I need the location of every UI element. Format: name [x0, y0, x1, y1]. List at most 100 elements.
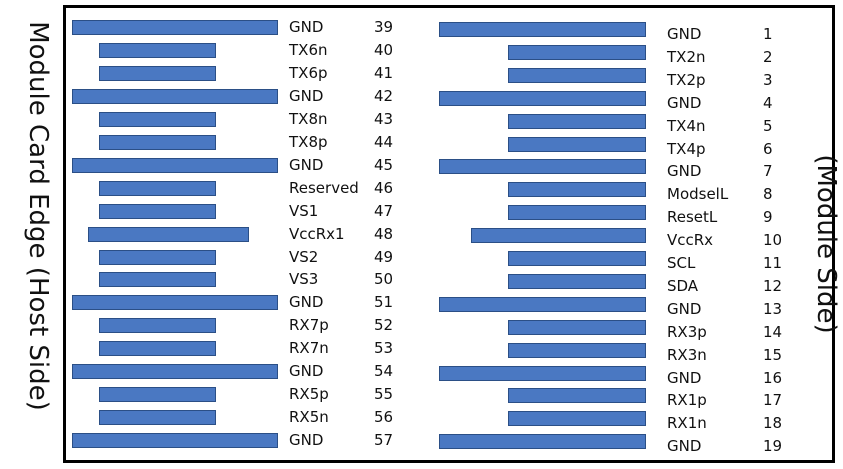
- right-pin-signal: GND: [667, 162, 702, 181]
- right-pin-number: 14: [763, 322, 783, 341]
- left-pin-signal: GND: [289, 86, 324, 105]
- host-side-label: Module Card Edge (Host Side): [23, 21, 53, 411]
- right-pin-signal: GND: [667, 437, 702, 456]
- left-pin-signal: RX5p: [289, 385, 329, 404]
- right-pin-number: 13: [763, 299, 783, 318]
- right-pin-pad: [471, 228, 646, 244]
- left-pin-signal: VS3: [289, 270, 319, 289]
- right-pin-number: 4: [763, 93, 773, 112]
- right-pin-signal: RX3p: [667, 322, 707, 341]
- right-pin-pad: [508, 342, 646, 358]
- left-pin-signal: GND: [289, 155, 324, 174]
- right-pin-signal: SDA: [667, 276, 699, 295]
- left-pin-signal: TX8n: [289, 109, 328, 128]
- left-pin-signal: TX6n: [289, 40, 328, 59]
- right-pin-pad: [439, 434, 646, 450]
- right-pin-signal: TX2n: [667, 47, 706, 66]
- right-pin-number: 9: [763, 208, 773, 227]
- left-pin-number: 56: [374, 408, 394, 427]
- right-pin-signal: GND: [667, 93, 702, 112]
- left-pin-number: 39: [374, 18, 394, 36]
- right-pin-number: 18: [763, 414, 783, 433]
- left-pin-signal: VS1: [289, 201, 319, 220]
- right-pin-number: 3: [763, 70, 773, 89]
- right-pin-signal: GND: [667, 368, 702, 387]
- right-pin-number: 17: [763, 391, 783, 410]
- left-pin-signal: TX8p: [289, 132, 328, 151]
- left-pin-signal: Reserved: [289, 178, 359, 197]
- right-pin-pad: [439, 296, 646, 312]
- left-pin-number: 54: [374, 362, 394, 381]
- left-pin-signal: TX6p: [289, 63, 328, 82]
- right-pin-number: 10: [763, 231, 783, 250]
- left-pin-signal: VS2: [289, 247, 319, 266]
- right-pin-pad: [508, 44, 646, 60]
- left-pin-pad: [88, 226, 249, 242]
- left-pin-pad: [72, 20, 278, 35]
- right-pin-signal: TX4p: [667, 139, 706, 158]
- right-pin-number: 1: [763, 25, 773, 43]
- right-pin-signal: SCL: [667, 254, 696, 272]
- left-pin-pad: [99, 410, 216, 426]
- right-pin-signal: GND: [667, 25, 702, 43]
- right-pin-pad: [508, 182, 646, 198]
- right-pin-pad: [508, 251, 646, 266]
- left-pin-number: 42: [374, 86, 394, 105]
- right-pin-signal: TX4n: [667, 116, 706, 135]
- left-pin-number: 53: [374, 339, 394, 358]
- right-pin-signal: RX1n: [667, 414, 707, 433]
- right-pin-pad: [508, 388, 646, 404]
- right-pin-signal: ModselL: [667, 185, 729, 204]
- right-pin-pad: [508, 113, 646, 129]
- left-pin-pad: [99, 180, 216, 196]
- left-pin-pad: [99, 42, 216, 58]
- right-pin-number: 12: [763, 276, 783, 295]
- left-pin-pad: [99, 203, 216, 219]
- right-pin-number: 6: [763, 139, 773, 158]
- left-pin-pad: [72, 88, 278, 104]
- right-pin-pad: [508, 67, 646, 83]
- left-pin-number: 40: [374, 40, 394, 59]
- left-pin-pad: [99, 249, 216, 265]
- right-pin-number: 16: [763, 368, 783, 387]
- left-pin-signal: VccRx1: [289, 224, 345, 243]
- left-pin-signal: GND: [289, 431, 324, 450]
- left-pin-pad: [99, 318, 216, 334]
- right-pin-number: 11: [763, 254, 783, 272]
- right-pin-number: 7: [763, 162, 773, 181]
- left-pin-number: 49: [374, 247, 394, 266]
- right-pin-pad: [439, 365, 646, 381]
- left-pin-pad: [72, 295, 278, 311]
- left-pin-signal: GND: [289, 293, 324, 312]
- left-pin-number: 41: [374, 63, 394, 82]
- left-pin-number: 48: [374, 224, 394, 243]
- right-pin-number: 2: [763, 47, 773, 66]
- left-pin-pad: [99, 111, 216, 127]
- left-pin-number: 57: [374, 431, 394, 450]
- right-pin-signal: TX2p: [667, 70, 706, 89]
- left-pin-pad: [72, 157, 278, 173]
- left-pin-number: 45: [374, 155, 394, 174]
- left-pin-number: 50: [374, 270, 394, 289]
- left-pin-pad: [99, 134, 216, 150]
- left-pin-number: 44: [374, 132, 394, 151]
- right-pin-signal: RX3n: [667, 345, 707, 364]
- module-side-label: (Module Side): [811, 154, 841, 334]
- right-pin-pad: [508, 319, 646, 335]
- left-pin-number: 46: [374, 178, 394, 197]
- left-pin-signal: RX7n: [289, 339, 329, 358]
- left-pin-pad: [99, 341, 216, 357]
- right-pin-pad: [508, 273, 646, 289]
- left-pin-pad: [99, 65, 216, 81]
- left-pin-number: 55: [374, 385, 394, 404]
- right-pin-pad: [439, 90, 646, 106]
- right-pin-number: 8: [763, 185, 773, 204]
- left-pin-number: 52: [374, 316, 394, 335]
- right-pin-pad: [508, 136, 646, 152]
- left-pin-signal: RX7p: [289, 316, 329, 335]
- left-pin-number: 51: [374, 293, 394, 312]
- right-pin-signal: ResetL: [667, 208, 718, 227]
- right-pin-signal: RX1p: [667, 391, 707, 410]
- left-pin-signal: GND: [289, 362, 324, 381]
- right-pin-pad: [439, 159, 646, 175]
